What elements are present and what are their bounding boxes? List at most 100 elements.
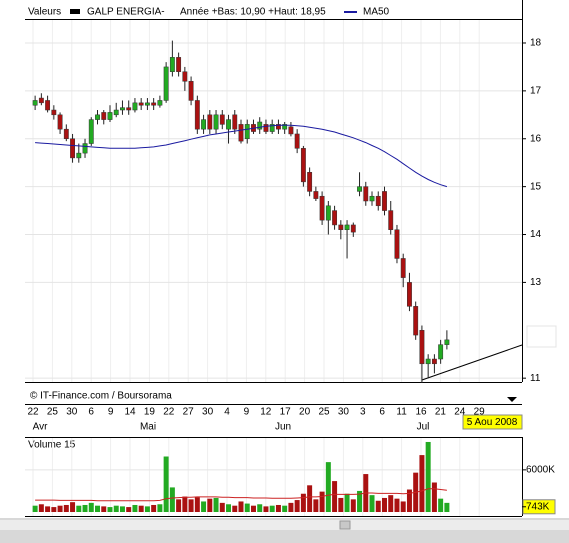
volume-bar [357, 490, 363, 512]
candle-body [194, 100, 200, 130]
candle-body [444, 339, 450, 345]
candle-body [207, 114, 213, 130]
volume-bar [76, 505, 82, 512]
volume-bar [88, 502, 94, 512]
volume-bar [219, 502, 225, 512]
candle-body [213, 114, 219, 130]
y-tick-label: 16 [530, 133, 542, 144]
scroll-arrow[interactable] [507, 397, 517, 402]
volume-bar [226, 504, 232, 512]
x-tick-label: 6 [88, 407, 94, 418]
candle-body [257, 121, 263, 130]
candle-body [313, 191, 319, 199]
volume-bar [250, 505, 256, 512]
candle-body [400, 258, 406, 278]
volume-bar [32, 505, 38, 512]
x-tick-label: 9 [108, 407, 114, 418]
candle-body [182, 71, 188, 82]
volume-bar [325, 462, 331, 512]
volume-bar [388, 495, 394, 512]
chart-subtitle: Année +Bas: 10,90 +Haut: 18,95 [180, 7, 326, 18]
candle-body [288, 126, 294, 135]
volume-bar [126, 507, 132, 512]
candle-body [238, 124, 244, 142]
candle-body [275, 124, 281, 130]
volume-bar [82, 504, 88, 512]
volume-bar [119, 506, 125, 512]
volume-bar [350, 499, 356, 512]
x-tick-label: 30 [66, 407, 78, 418]
candle-body [425, 358, 431, 365]
volume-bar [263, 506, 269, 512]
volume-ma-line [35, 488, 447, 502]
candle-body [282, 124, 288, 130]
candle-body [407, 282, 412, 307]
volume-bar [400, 501, 406, 512]
candle-body [438, 344, 444, 360]
legend-swatch [70, 9, 80, 14]
volume-bar [70, 502, 76, 512]
x-tick-label: 25 [318, 407, 330, 418]
candle-body [132, 102, 138, 111]
volume-bar [431, 482, 437, 512]
candle-body [63, 128, 69, 140]
plot-area [25, 20, 522, 382]
volume-bar [201, 501, 207, 512]
candle-body [263, 124, 269, 132]
candle-body [332, 210, 338, 226]
x-tick-label: 24 [454, 407, 466, 418]
volume-bar [101, 506, 107, 512]
volume-tick-label: 743K [526, 501, 550, 512]
volume-bar [269, 505, 275, 512]
scroll-thumb[interactable] [339, 520, 351, 530]
candle-body [157, 100, 163, 106]
x-tick-label: 30 [202, 407, 214, 418]
x-tick-label: 12 [260, 407, 272, 418]
volume-bar [369, 495, 375, 512]
trend-line [421, 344, 523, 381]
candle-body [70, 138, 75, 159]
volume-bar [444, 502, 450, 512]
x-tick-label: 27 [183, 407, 195, 418]
volume-bar [238, 501, 244, 512]
volume-bar [57, 505, 63, 512]
candle-body [120, 107, 125, 111]
x-tick-label: 29 [474, 407, 486, 418]
chart-title: GALP ENERGIA- [87, 7, 165, 18]
volume-bar [163, 456, 169, 512]
volume-bar [194, 497, 200, 512]
volume-bar [257, 504, 263, 512]
candle-body [226, 119, 231, 130]
legend-entry: MA50 [363, 7, 390, 18]
candle-body [76, 152, 82, 159]
candle-body [45, 100, 51, 111]
candle-body [107, 112, 113, 120]
candle-body [394, 229, 400, 259]
candle-body [138, 102, 144, 106]
date-label: 5 Aou 2008 [467, 417, 518, 428]
volume-bar [332, 481, 338, 512]
x-tick-label: 4 [224, 407, 230, 418]
legend-label: Valeurs [28, 7, 61, 18]
x-tick-label: 14 [124, 407, 136, 418]
volume-bar [300, 493, 306, 512]
volume-bar [63, 504, 69, 512]
volume-bar [307, 485, 313, 512]
volume-bar [176, 499, 182, 512]
x-tick-label: 19 [144, 407, 156, 418]
month-label: Mai [140, 422, 156, 433]
candle-body [388, 210, 394, 230]
candle-body [163, 66, 169, 101]
scrollbar-track [0, 520, 569, 530]
volume-tick-label: 6000K [526, 464, 555, 475]
volume-bar [113, 505, 119, 512]
month-label: Jul [417, 422, 430, 433]
y-tick-label: 15 [530, 181, 542, 192]
candle-body [413, 306, 419, 336]
volume-bar [425, 441, 431, 512]
y-tick-label: 11 [530, 373, 541, 384]
volume-bar [188, 499, 194, 512]
volume-bar [232, 505, 238, 512]
candle-body [88, 119, 94, 144]
